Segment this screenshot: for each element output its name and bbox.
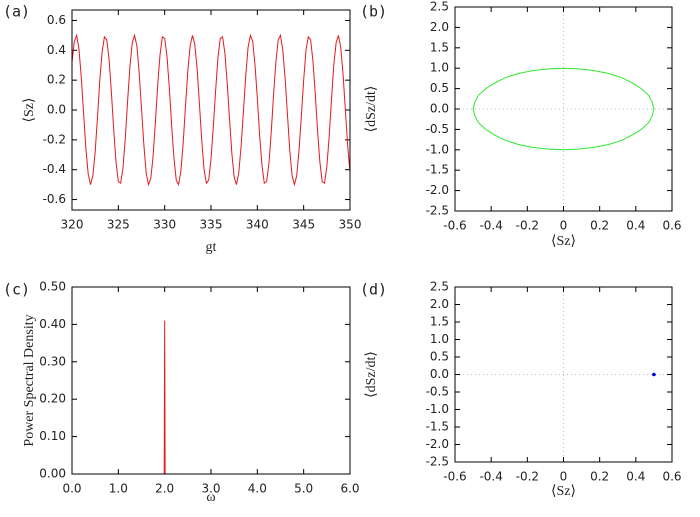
x-tick-label: 3.0 xyxy=(201,482,220,496)
y-tick-label: 0.20 xyxy=(39,392,66,406)
x-tick-label: 0.4 xyxy=(626,219,645,233)
y-tick-label: 0.40 xyxy=(39,317,66,331)
plot-frame xyxy=(71,9,351,211)
y-axis-label: Power Spectral Density xyxy=(22,314,37,446)
y-tick-label: -2.0 xyxy=(426,437,449,451)
x-tick-label: 0.6 xyxy=(662,219,681,233)
y-tick-label: 0.30 xyxy=(39,354,66,368)
y-tick-label: 1.5 xyxy=(430,40,449,54)
x-tick-label: 0 xyxy=(560,219,568,233)
panel-label: (c) xyxy=(3,281,30,299)
y-axis-label: ⟨dSz/dt⟩ xyxy=(364,351,379,398)
x-tick-label: 0.6 xyxy=(662,470,681,484)
x-tick-label: -0.4 xyxy=(479,470,502,484)
x-tick-label: 2.0 xyxy=(155,482,174,496)
x-tick-label: 4.0 xyxy=(248,482,267,496)
y-tick-label: 2.5 xyxy=(430,0,449,14)
y-tick-label: 0.5 xyxy=(430,81,449,95)
y-tick-label: -1.5 xyxy=(426,420,449,434)
x-tick-label: 320 xyxy=(61,218,84,232)
x-tick-label: 0.2 xyxy=(590,219,609,233)
data-line xyxy=(472,67,655,151)
y-tick-label: -2.5 xyxy=(426,455,449,469)
data-point xyxy=(652,372,656,377)
x-axis-label: ω xyxy=(206,490,215,505)
panel-label: (a) xyxy=(3,3,30,21)
y-tick-label: 0.10 xyxy=(39,429,66,443)
x-tick-label: 5.0 xyxy=(294,482,313,496)
x-tick-label: 6.0 xyxy=(340,482,359,496)
y-tick-label: 1.0 xyxy=(430,332,449,346)
y-tick-label: 0.0 xyxy=(47,103,66,117)
x-tick-label: 350 xyxy=(339,218,362,232)
x-tick-label: -0.2 xyxy=(516,219,539,233)
y-tick-label: -0.5 xyxy=(426,385,449,399)
x-tick-label: -0.6 xyxy=(443,219,466,233)
x-tick-label: 345 xyxy=(292,218,315,232)
y-tick-label: -2.0 xyxy=(426,183,449,197)
plot-frame xyxy=(71,286,351,475)
y-tick-label: 2.0 xyxy=(430,20,449,34)
y-tick-label: 0.5 xyxy=(430,350,449,364)
x-tick-label: 1.0 xyxy=(109,482,128,496)
y-tick-label: -0.2 xyxy=(43,132,66,146)
x-tick-label: -0.2 xyxy=(516,470,539,484)
y-axis-label: ⟨Sz⟩ xyxy=(22,98,37,123)
y-tick-label: 0.4 xyxy=(47,43,66,57)
x-tick-label: 0.4 xyxy=(626,470,645,484)
x-tick-label: -0.4 xyxy=(479,219,502,233)
y-tick-label: 1.0 xyxy=(430,61,449,75)
x-axis-label: ⟨Sz⟩ xyxy=(551,234,576,249)
x-tick-label: 340 xyxy=(246,218,269,232)
y-axis-label: ⟨dSz/dt⟩ xyxy=(364,86,379,133)
x-tick-label: 0 xyxy=(560,470,568,484)
y-tick-label: -0.6 xyxy=(43,192,66,206)
plot-frame xyxy=(454,6,673,212)
data-line xyxy=(71,33,351,187)
y-tick-label: -1.5 xyxy=(426,163,449,177)
y-tick-label: 0.0 xyxy=(430,102,449,116)
y-tick-label: -0.5 xyxy=(426,122,449,136)
panel-label: (b) xyxy=(360,3,387,21)
y-tick-label: -1.0 xyxy=(426,402,449,416)
y-tick-label: -2.5 xyxy=(426,204,449,218)
x-tick-label: 335 xyxy=(200,218,223,232)
x-tick-label: 330 xyxy=(153,218,176,232)
data-line xyxy=(163,320,166,475)
x-axis-label: gt xyxy=(206,240,217,255)
y-tick-label: 0.50 xyxy=(39,280,66,294)
plot-frame xyxy=(454,286,673,463)
y-tick-label: -0.4 xyxy=(43,162,66,176)
y-tick-label: 1.5 xyxy=(430,315,449,329)
y-tick-label: 0.00 xyxy=(39,467,66,481)
y-tick-label: 0.6 xyxy=(47,13,66,27)
y-tick-label: 2.5 xyxy=(430,280,449,294)
x-tick-label: 325 xyxy=(107,218,130,232)
y-tick-label: 0.2 xyxy=(47,73,66,87)
y-tick-label: 2.0 xyxy=(430,297,449,311)
y-tick-label: -1.0 xyxy=(426,142,449,156)
panel-label: (d) xyxy=(360,281,387,299)
x-tick-label: 0.2 xyxy=(590,470,609,484)
x-tick-label: -0.6 xyxy=(443,470,466,484)
x-axis-label: ⟨Sz⟩ xyxy=(551,484,576,499)
x-tick-label: 0.0 xyxy=(62,482,81,496)
y-tick-label: 0.0 xyxy=(430,367,449,381)
